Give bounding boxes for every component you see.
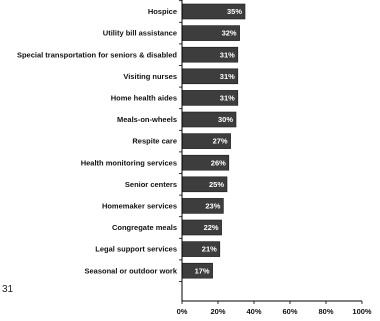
- value-label: 25%: [209, 180, 224, 189]
- category-label: Hospice: [148, 7, 177, 16]
- x-tick-label: 60%: [282, 307, 297, 316]
- category-label: Respite care: [132, 137, 177, 146]
- category-label: Meals-on-wheels: [117, 115, 177, 124]
- value-label: 31%: [220, 50, 235, 59]
- x-tick-label: 100%: [352, 307, 372, 316]
- x-tick-label: 0%: [177, 307, 188, 316]
- category-label: Utility bill assistance: [103, 29, 177, 38]
- category-label: Senior centers: [125, 180, 177, 189]
- page-number: 31: [2, 284, 14, 295]
- x-axis-ticks: 0% 20% 40% 60% 80% 100%: [177, 301, 372, 316]
- value-label: 17%: [195, 266, 210, 275]
- value-labels: 35% 32% 31% 31% 31% 30% 27% 26% 25% 23% 22% 21% 17%: [195, 7, 243, 275]
- category-label: Congregate meals: [112, 223, 177, 232]
- value-label: 32%: [222, 29, 237, 38]
- axes: [179, 0, 362, 302]
- value-label: 30%: [218, 115, 233, 124]
- value-label: 22%: [204, 223, 219, 232]
- x-tick-label: 80%: [318, 307, 333, 316]
- category-label: Home health aides: [111, 94, 177, 103]
- value-label: 31%: [220, 72, 235, 81]
- value-label: 35%: [227, 7, 242, 16]
- value-label: 26%: [211, 158, 226, 167]
- category-label: Special transportation for seniors & dis…: [17, 50, 177, 59]
- category-label: Health monitoring services: [81, 158, 177, 167]
- value-label: 31%: [220, 94, 235, 103]
- category-label: Seasonal or outdoor work: [84, 266, 177, 275]
- x-tick-label: 20%: [210, 307, 225, 316]
- value-label: 21%: [202, 245, 217, 254]
- category-label: Homemaker services: [102, 202, 177, 211]
- value-label: 27%: [213, 137, 228, 146]
- value-label: 23%: [205, 202, 220, 211]
- category-label: Visiting nurses: [123, 72, 177, 81]
- category-labels: Hospice Utility bill assistance Special tr…: [17, 7, 178, 275]
- x-tick-label: 40%: [246, 307, 261, 316]
- category-label: Legal support services: [95, 245, 177, 254]
